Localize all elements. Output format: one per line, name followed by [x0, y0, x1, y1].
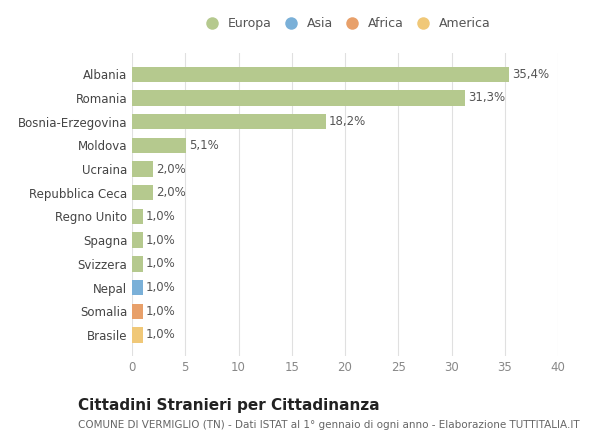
Bar	[132, 66, 509, 82]
Bar	[132, 327, 143, 343]
Bar	[132, 304, 143, 319]
Bar	[132, 232, 143, 248]
Bar	[132, 185, 154, 201]
Bar	[132, 161, 154, 177]
Bar	[132, 114, 326, 129]
Text: 1,0%: 1,0%	[145, 234, 175, 247]
Text: 31,3%: 31,3%	[468, 92, 505, 104]
Text: 35,4%: 35,4%	[512, 68, 549, 81]
Bar	[132, 280, 143, 295]
Text: Cittadini Stranieri per Cittadinanza: Cittadini Stranieri per Cittadinanza	[78, 398, 380, 413]
Text: 18,2%: 18,2%	[328, 115, 366, 128]
Text: 1,0%: 1,0%	[145, 210, 175, 223]
Text: 5,1%: 5,1%	[189, 139, 219, 152]
Text: 1,0%: 1,0%	[145, 328, 175, 341]
Legend: Europa, Asia, Africa, America: Europa, Asia, Africa, America	[196, 14, 494, 34]
Text: 2,0%: 2,0%	[156, 186, 186, 199]
Bar	[132, 256, 143, 271]
Bar	[132, 90, 466, 106]
Bar	[132, 209, 143, 224]
Bar	[132, 138, 187, 153]
Text: 2,0%: 2,0%	[156, 162, 186, 176]
Text: 1,0%: 1,0%	[145, 305, 175, 318]
Text: COMUNE DI VERMIGLIO (TN) - Dati ISTAT al 1° gennaio di ogni anno - Elaborazione : COMUNE DI VERMIGLIO (TN) - Dati ISTAT al…	[78, 420, 580, 430]
Text: 1,0%: 1,0%	[145, 257, 175, 270]
Text: 1,0%: 1,0%	[145, 281, 175, 294]
